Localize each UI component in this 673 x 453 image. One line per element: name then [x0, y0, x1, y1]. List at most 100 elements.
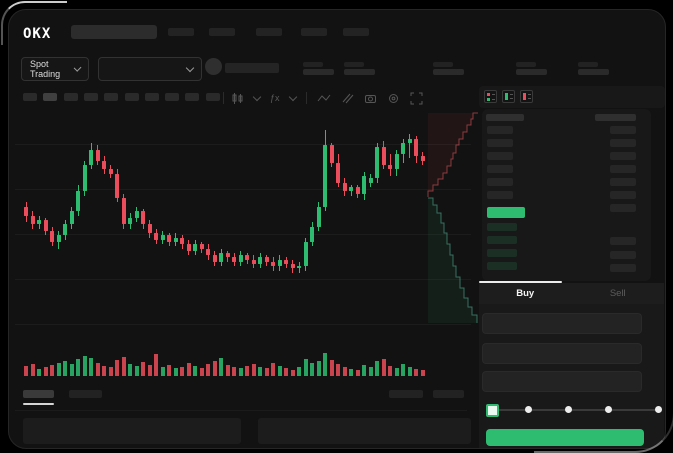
last-price-highlight[interactable]	[487, 207, 525, 218]
camera-icon[interactable]	[364, 92, 377, 105]
indicators-fx-icon[interactable]: ƒx	[270, 93, 280, 103]
ask-row-skeleton[interactable]	[487, 178, 513, 186]
search-bar-skeleton[interactable]	[71, 25, 157, 39]
candle-body	[394, 154, 399, 170]
trades-row-skeleton	[610, 152, 636, 160]
candle-body	[323, 145, 327, 207]
chevron-down-icon[interactable]	[288, 92, 297, 101]
volume-bar	[147, 365, 152, 376]
ask-row-skeleton[interactable]	[487, 139, 513, 147]
candle-body	[362, 176, 366, 194]
book-combined-icon[interactable]	[484, 90, 497, 103]
volume-bar	[56, 363, 61, 376]
candle-body	[115, 173, 119, 198]
candle-body	[420, 156, 425, 161]
nav-item-skeleton[interactable]	[301, 28, 327, 36]
tab-sell[interactable]: Sell	[609, 288, 626, 299]
volume-bar	[329, 360, 334, 376]
timeframe-button-skeleton[interactable]	[185, 93, 200, 101]
ask-row-skeleton[interactable]	[487, 152, 513, 160]
chart-type-icon[interactable]	[231, 92, 244, 105]
volume-bar	[76, 359, 80, 376]
price-input-skeleton[interactable]	[482, 313, 642, 334]
bid-row-skeleton[interactable]	[487, 262, 517, 270]
fullscreen-icon[interactable]	[410, 92, 423, 105]
bottom-divider	[15, 410, 467, 411]
volume-bar	[264, 368, 269, 376]
timeframe-button-skeleton[interactable]	[104, 93, 119, 101]
timeframe-button-skeleton[interactable]	[63, 93, 78, 101]
nav-item-skeleton[interactable]	[256, 28, 282, 36]
candle-body	[375, 147, 379, 179]
orders-panel-skeleton	[23, 418, 241, 444]
candle-body	[264, 257, 269, 262]
timeframe-button-skeleton[interactable]	[205, 93, 220, 101]
volume-bar	[186, 363, 191, 376]
candle-body	[167, 235, 171, 242]
tab-buy[interactable]: Buy	[516, 288, 535, 299]
timeframe-button-skeleton[interactable]	[23, 93, 37, 101]
total-input-skeleton[interactable]	[482, 371, 642, 392]
volume-bar	[407, 367, 412, 376]
slider-dot[interactable]	[565, 406, 572, 413]
timeframe-button-skeleton[interactable]	[124, 93, 139, 101]
ask-row-skeleton[interactable]	[487, 191, 513, 199]
trades-row-skeleton	[610, 237, 636, 245]
volume-bar	[375, 361, 379, 376]
stat-value-skeleton	[516, 69, 547, 75]
nav-item-skeleton[interactable]	[209, 28, 235, 36]
volume-bar	[284, 368, 288, 376]
nav-item-skeleton[interactable]	[343, 28, 369, 36]
timeframe-button-skeleton[interactable]	[165, 93, 180, 101]
slider-dot[interactable]	[655, 406, 662, 413]
market-type-selector[interactable]: Spot Trading	[21, 57, 89, 81]
ask-row-skeleton[interactable]	[487, 165, 513, 173]
bid-row-skeleton[interactable]	[487, 249, 517, 257]
chevron-down-icon	[185, 63, 195, 72]
pair-dropdown[interactable]	[98, 57, 202, 81]
volume-bar	[310, 363, 314, 376]
candle-body	[381, 147, 386, 165]
volume-bar	[180, 367, 184, 376]
okx-logo[interactable]: OKX	[23, 26, 52, 42]
amount-input-skeleton[interactable]	[482, 343, 642, 364]
candle-body	[271, 261, 275, 267]
volume-bar	[95, 363, 100, 376]
candle-body	[50, 231, 54, 242]
trades-row-skeleton	[610, 139, 636, 147]
chevron-down-icon[interactable]	[252, 92, 262, 101]
volume-bar	[232, 367, 236, 376]
volume-bar	[167, 365, 171, 376]
bid-row-skeleton[interactable]	[487, 223, 517, 231]
submit-order-button[interactable]	[486, 429, 644, 446]
parallel-lines-icon[interactable]	[341, 92, 354, 105]
bottom-tab-active-skeleton[interactable]	[23, 390, 54, 398]
timeframe-button-skeleton[interactable]	[83, 93, 98, 101]
candle-body	[329, 145, 334, 163]
stat-label-skeleton	[516, 62, 536, 67]
slider-dot[interactable]	[525, 406, 532, 413]
volume-bar	[290, 370, 295, 376]
bottom-action-skeleton[interactable]	[389, 390, 423, 398]
timeframe-button-skeleton[interactable]	[144, 93, 159, 101]
bids-line	[428, 197, 478, 323]
line-tool-icon[interactable]	[317, 92, 331, 105]
bottom-action-skeleton[interactable]	[433, 390, 464, 398]
volume-bar	[342, 367, 347, 376]
coin-avatar[interactable]	[205, 58, 222, 75]
settings-gear-icon[interactable]	[387, 92, 400, 105]
grid-line	[15, 144, 471, 145]
toolbar-divider	[223, 92, 224, 104]
bid-row-skeleton[interactable]	[487, 236, 517, 244]
slider-handle[interactable]	[486, 404, 499, 417]
book-bids-icon[interactable]	[502, 90, 515, 103]
timeframe-button-skeleton[interactable]	[43, 93, 58, 101]
slider-dot[interactable]	[605, 406, 612, 413]
ask-row-skeleton[interactable]	[487, 126, 513, 134]
orderbook-header-skeleton	[486, 114, 524, 121]
nav-item-skeleton[interactable]	[168, 28, 194, 36]
bottom-tab-skeleton[interactable]	[69, 390, 102, 398]
amount-slider-track[interactable]	[490, 409, 656, 411]
book-asks-icon[interactable]	[520, 90, 533, 103]
volume-bar	[420, 370, 425, 376]
